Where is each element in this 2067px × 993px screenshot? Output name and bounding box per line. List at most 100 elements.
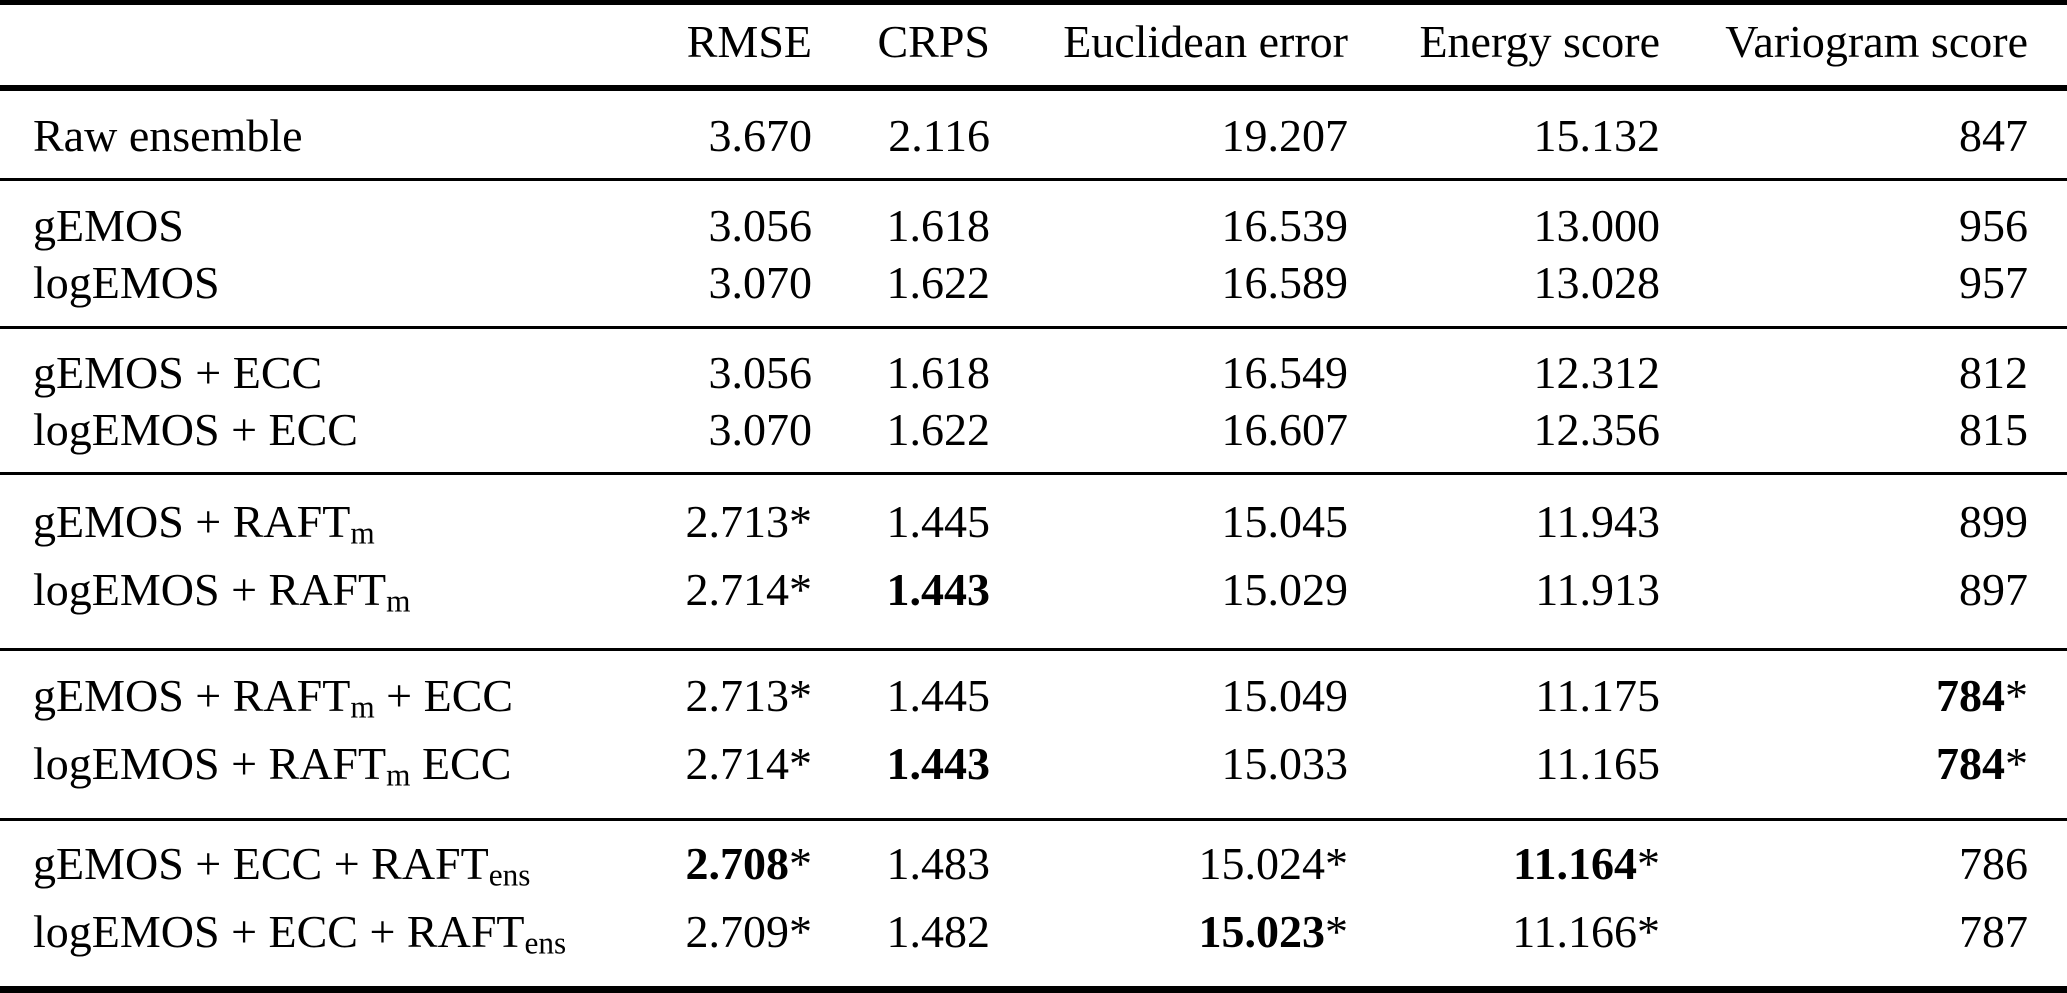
value-cell: 11.943: [1348, 493, 1660, 561]
value-cell: 956: [1660, 197, 2028, 254]
value-text: 15.023: [1198, 906, 1326, 958]
value-text: 3.670: [708, 110, 813, 161]
value-text: 13.000: [1533, 200, 1661, 251]
value-text: 787: [1959, 906, 2028, 958]
row-label: gEMOS + ECC: [0, 344, 640, 401]
row-label: logEMOS: [0, 254, 640, 311]
label-subscript: m: [386, 583, 411, 619]
value-text: 899: [1959, 496, 2028, 547]
label-text: gEMOS + RAFT: [33, 496, 351, 547]
value-cell: 1.445: [812, 667, 991, 735]
value-cell: 897: [1660, 561, 2028, 629]
value-cell: 1.443: [812, 735, 991, 803]
value-cell: 3.070: [640, 401, 813, 458]
value-cell: 784*: [1660, 735, 2028, 803]
label-subscript: m: [386, 757, 411, 792]
significance-asterisk: *: [1325, 838, 1348, 889]
value-cell: 16.589: [990, 254, 1349, 311]
value-cell: 3.670: [640, 107, 813, 164]
significance-asterisk: *: [789, 496, 812, 547]
value-cell: 15.045: [990, 493, 1349, 561]
table-row: logEMOS 3.070 1.622 16.589 13.028 957: [0, 254, 2028, 311]
label-text: logEMOS + RAFT: [33, 737, 387, 789]
value-text: 15.049: [1221, 669, 1349, 721]
significance-asterisk: *: [789, 564, 812, 616]
value-cell: 2.709*: [640, 903, 813, 971]
label-text: logEMOS + ECC: [33, 404, 358, 455]
value-cell: 2.714*: [640, 561, 813, 629]
value-cell: 12.356: [1348, 401, 1661, 458]
label-text: logEMOS: [33, 257, 220, 308]
label-subscript: ens: [488, 857, 531, 893]
value-cell: 2.713*: [640, 493, 813, 561]
header-variogram-score: Variogram score: [1725, 16, 2028, 67]
significance-asterisk: *: [2005, 737, 2028, 789]
label-subscript: ens: [524, 925, 567, 961]
value-cell: 11.913: [1348, 561, 1660, 629]
value-cell: 899: [1660, 493, 2028, 561]
value-text: 13.028: [1533, 257, 1661, 308]
value-text: 15.132: [1533, 110, 1661, 161]
value-text: 16.539: [1221, 200, 1349, 251]
value-cell: 13.028: [1348, 254, 1661, 311]
value-text: 2.713: [685, 669, 790, 721]
value-text: 11.166: [1512, 906, 1637, 958]
value-cell: 11.175: [1348, 667, 1660, 735]
table-row: gEMOS + RAFTm + ECC 2.713* 1.445 15.049 11.1…: [0, 667, 2028, 735]
row-label: logEMOS + RAFTm: [0, 561, 640, 629]
row-label: gEMOS + ECC + RAFTens: [0, 835, 640, 903]
value-text: 956: [1959, 200, 2028, 251]
value-cell: 786: [1660, 835, 2028, 903]
table-section-4: gEMOS + RAFTm 2.713* 1.445 15.045 11.943 899 l…: [0, 472, 2067, 648]
table-section-3: gEMOS + ECC 3.056 1.618 16.549 12.312 812 logE…: [0, 326, 2067, 472]
value-cell: 784*: [1660, 667, 2028, 735]
row-label: logEMOS + ECC: [0, 401, 640, 458]
value-text: 847: [1959, 110, 2028, 161]
value-text: 2.713: [685, 496, 790, 547]
value-text: 15.045: [1221, 496, 1349, 547]
label-text: + ECC: [374, 669, 514, 721]
table-row: logEMOS + RAFTm 2.714* 1.443 15.029 11.913 89…: [0, 561, 2028, 629]
value-cell: 15.029: [990, 561, 1349, 629]
value-cell: 2.116: [812, 107, 990, 164]
value-text: 1.482: [886, 906, 991, 958]
row-label: gEMOS + RAFTm + ECC: [0, 667, 640, 735]
value-cell: 11.164*: [1348, 835, 1660, 903]
value-cell: 15.033: [990, 735, 1349, 803]
value-cell: 16.549: [990, 344, 1349, 401]
label-text: logEMOS + RAFT: [33, 564, 387, 616]
value-text: 19.207: [1221, 110, 1349, 161]
value-cell: 2.708*: [640, 835, 813, 903]
value-text: 1.622: [886, 257, 991, 308]
label-subscript: m: [350, 515, 375, 551]
label-text: Raw ensemble: [33, 110, 303, 161]
row-label: gEMOS + RAFTm: [0, 493, 640, 561]
significance-asterisk: *: [789, 906, 812, 958]
header-energy-score: Energy score: [1419, 16, 1660, 67]
value-cell: 16.607: [990, 401, 1349, 458]
table-row: logEMOS + RAFTm ECC 2.714* 1.443 15.033 11.1…: [0, 735, 2028, 803]
significance-asterisk: *: [1637, 838, 1660, 889]
value-text: 16.549: [1221, 347, 1349, 398]
value-text: 784: [1936, 737, 2005, 789]
value-cell: 1.618: [812, 197, 991, 254]
table-body: Raw ensemble 3.670 2.116 19.207 15.132 847 gEM…: [0, 91, 2067, 986]
value-cell: 2.714*: [640, 735, 813, 803]
value-text: 2.714: [685, 564, 790, 616]
label-text: gEMOS + RAFT: [33, 669, 351, 721]
label-text: gEMOS + ECC + RAFT: [33, 838, 489, 889]
value-cell: 1.622: [812, 254, 991, 311]
value-cell: 1.618: [812, 344, 991, 401]
value-text: 16.607: [1221, 404, 1349, 455]
value-text: 3.070: [708, 257, 813, 308]
table-section-6: gEMOS + ECC + RAFTens 2.708* 1.483 15.024* 1…: [0, 818, 2067, 986]
value-text: 1.618: [886, 347, 991, 398]
value-text: 15.033: [1221, 737, 1349, 789]
value-text: 1.443: [886, 564, 991, 616]
table-row: logEMOS + ECC 3.070 1.622 16.607 12.356 815: [0, 401, 2028, 458]
header-empty-cell: [0, 13, 640, 70]
value-text: 815: [1959, 404, 2028, 455]
value-text: 1.445: [886, 669, 991, 721]
value-cell: 13.000: [1348, 197, 1661, 254]
